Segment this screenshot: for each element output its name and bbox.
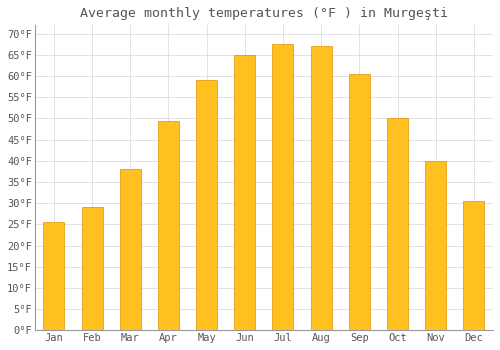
Bar	[272, 44, 293, 330]
Bar	[464, 201, 484, 330]
Bar	[234, 55, 256, 330]
Bar	[387, 118, 408, 330]
Bar	[310, 47, 332, 330]
Bar	[120, 169, 141, 330]
Bar	[196, 80, 217, 330]
Title: Average monthly temperatures (°F ) in Murgeşti: Average monthly temperatures (°F ) in Mu…	[80, 7, 448, 20]
Bar	[44, 222, 64, 330]
Bar	[82, 208, 102, 330]
Bar	[349, 74, 370, 330]
Bar	[158, 121, 179, 330]
Bar	[426, 161, 446, 330]
